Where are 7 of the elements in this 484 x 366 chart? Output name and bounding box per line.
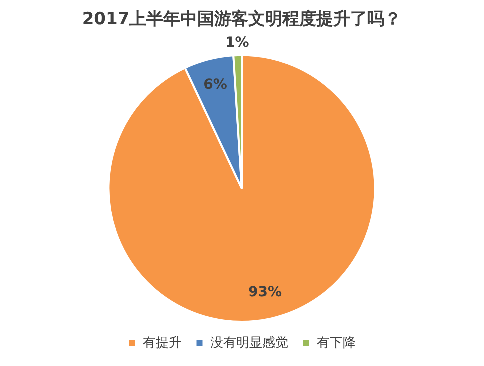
data-label: 1% (226, 35, 250, 52)
legend-label: 没有明显感觉 (210, 336, 288, 351)
chart-title: 2017上半年中国游客文明程度提升了吗？ (82, 10, 402, 30)
legend-label: 有提升 (142, 336, 182, 351)
data-label: 6% (204, 77, 228, 94)
data-label: 93% (248, 284, 282, 300)
legend-label: 有下降 (316, 336, 356, 351)
